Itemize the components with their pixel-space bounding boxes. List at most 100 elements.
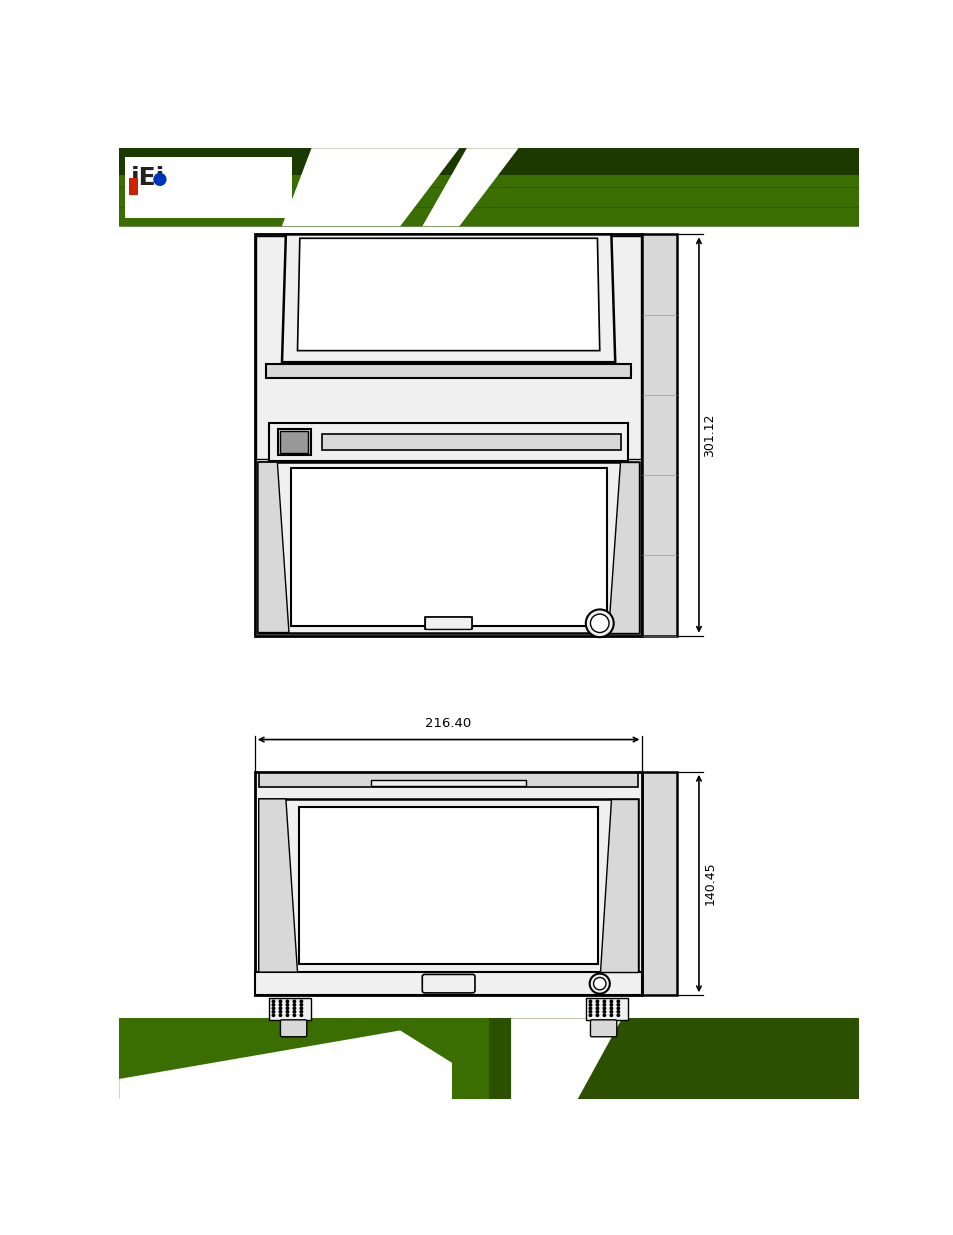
Bar [129, 178, 137, 195]
Circle shape [589, 973, 609, 994]
Circle shape [602, 1013, 606, 1018]
Circle shape [602, 1007, 606, 1010]
Bar [641, 235, 677, 636]
FancyBboxPatch shape [425, 618, 472, 630]
Polygon shape [511, 1019, 621, 1099]
Circle shape [585, 609, 613, 637]
Circle shape [595, 1013, 598, 1018]
Circle shape [590, 614, 608, 632]
Circle shape [299, 1007, 303, 1010]
Circle shape [272, 1010, 275, 1014]
Circle shape [293, 1013, 296, 1018]
Bar [425, 618, 472, 630]
Bar [257, 462, 639, 632]
Circle shape [616, 999, 619, 1003]
Bar [585, 998, 628, 1020]
Bar [254, 972, 641, 995]
Polygon shape [608, 462, 639, 632]
Circle shape [588, 1010, 592, 1014]
Circle shape [285, 1007, 289, 1010]
Circle shape [278, 1003, 282, 1007]
Circle shape [595, 999, 598, 1003]
Polygon shape [258, 799, 297, 972]
Circle shape [588, 1013, 592, 1018]
Text: 140.45: 140.45 [702, 862, 716, 905]
Bar [269, 424, 628, 461]
Circle shape [616, 1013, 619, 1018]
Circle shape [285, 1013, 289, 1018]
Bar [322, 435, 620, 450]
Circle shape [293, 999, 296, 1003]
Circle shape [293, 1010, 296, 1014]
Bar [291, 468, 606, 626]
Bar [298, 806, 598, 965]
Circle shape [609, 999, 613, 1003]
Text: 216.40: 216.40 [425, 718, 471, 730]
Circle shape [272, 1013, 275, 1018]
Circle shape [595, 1003, 598, 1007]
Circle shape [299, 999, 303, 1003]
Circle shape [588, 1007, 592, 1010]
Bar [254, 772, 641, 995]
Bar [394, 469, 502, 485]
Bar [371, 779, 525, 785]
Circle shape [272, 1007, 275, 1010]
Circle shape [285, 1003, 289, 1007]
Bar [256, 236, 640, 459]
FancyBboxPatch shape [280, 1020, 307, 1036]
Circle shape [272, 999, 275, 1003]
Circle shape [595, 1007, 598, 1010]
Circle shape [616, 1007, 619, 1010]
Bar [119, 1019, 858, 1099]
Circle shape [153, 173, 167, 186]
Polygon shape [257, 462, 289, 632]
Circle shape [602, 999, 606, 1003]
Circle shape [595, 1010, 598, 1014]
Bar [258, 773, 638, 787]
Bar [641, 772, 677, 995]
FancyBboxPatch shape [590, 1020, 617, 1036]
Circle shape [272, 1003, 275, 1007]
Circle shape [588, 1003, 592, 1007]
Bar [269, 998, 311, 1020]
Circle shape [593, 977, 605, 989]
Polygon shape [282, 148, 459, 226]
Text: ®Technology Corp.: ®Technology Corp. [174, 193, 261, 201]
FancyBboxPatch shape [422, 974, 475, 993]
Polygon shape [422, 148, 518, 226]
Circle shape [609, 1010, 613, 1014]
Circle shape [285, 999, 289, 1003]
Bar [258, 799, 638, 972]
Circle shape [602, 1010, 606, 1014]
Bar [254, 235, 641, 636]
Text: 301.12: 301.12 [702, 414, 716, 457]
Circle shape [278, 1013, 282, 1018]
Circle shape [278, 1010, 282, 1014]
Polygon shape [599, 799, 638, 972]
Circle shape [278, 1007, 282, 1010]
Polygon shape [119, 1030, 452, 1099]
Circle shape [299, 1003, 303, 1007]
Bar [119, 148, 858, 226]
Text: iEi: iEi [131, 165, 165, 190]
Circle shape [616, 1003, 619, 1007]
Circle shape [609, 1007, 613, 1010]
Bar [119, 148, 858, 175]
Circle shape [609, 1013, 613, 1018]
Circle shape [299, 1010, 303, 1014]
Circle shape [602, 1003, 606, 1007]
Circle shape [293, 1003, 296, 1007]
Polygon shape [282, 235, 615, 362]
Circle shape [299, 1013, 303, 1018]
Polygon shape [297, 238, 599, 351]
Bar [266, 364, 630, 378]
Circle shape [293, 1007, 296, 1010]
Circle shape [616, 1010, 619, 1014]
Circle shape [285, 1010, 289, 1014]
Bar [278, 429, 311, 456]
Circle shape [588, 999, 592, 1003]
Circle shape [609, 1003, 613, 1007]
Circle shape [278, 999, 282, 1003]
Bar [488, 1019, 858, 1099]
Bar [125, 157, 292, 217]
